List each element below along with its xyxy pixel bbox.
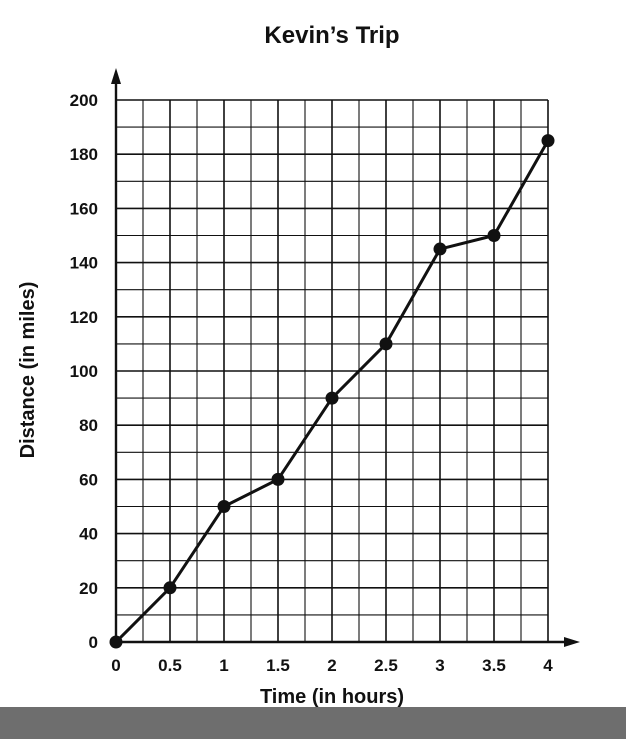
x-tick-label: 2.5 [374, 656, 398, 675]
y-tick-label: 0 [89, 633, 98, 652]
data-point [217, 500, 231, 513]
y-tick-label: 20 [79, 579, 98, 598]
y-axis-arrow [111, 68, 121, 84]
series [109, 134, 555, 649]
x-tick-label: 0 [111, 656, 120, 675]
y-tick-label: 80 [79, 416, 98, 435]
x-tick-label: 1.5 [266, 656, 290, 675]
y-tick-label: 200 [70, 91, 98, 110]
data-point [433, 242, 447, 256]
x-tick-labels: 0 0.5 1 1.5 2 2.5 3 3.5 4 [111, 656, 553, 675]
y-tick-label: 60 [79, 470, 98, 489]
y-tick-label: 120 [70, 308, 98, 327]
y-tick-label: 180 [70, 145, 98, 164]
bottom-bar [0, 707, 626, 739]
data-point [163, 581, 177, 595]
data-point [271, 472, 285, 486]
data-point [379, 337, 393, 351]
x-tick-label: 0.5 [158, 656, 182, 675]
x-tick-label: 2 [327, 656, 336, 675]
x-tick-label: 1 [219, 656, 228, 675]
y-tick-label: 40 [79, 525, 98, 544]
x-tick-label: 4 [543, 656, 553, 675]
data-point [109, 635, 123, 649]
chart-title: Kevin’s Trip [264, 22, 399, 49]
grid [116, 99, 549, 642]
y-tick-labels: 0 20 40 60 80 100 120 140 160 180 200 [70, 91, 98, 652]
y-tick-label: 140 [70, 254, 98, 273]
x-axis-label: Time (in hours) [260, 686, 404, 707]
y-tick-label: 100 [70, 362, 98, 381]
chart: Kevin’s Trip 0 0.5 1 1.5 2 2.5 3 3.5 4 0 20 40 60 80… [17, 22, 580, 707]
x-tick-label: 3 [435, 656, 444, 675]
data-point [541, 134, 555, 148]
y-tick-label: 160 [70, 199, 98, 218]
data-point [487, 229, 501, 242]
y-axis-label: Distance (in miles) [17, 282, 39, 459]
x-tick-label: 3.5 [482, 656, 506, 675]
axes [111, 68, 580, 647]
data-point [325, 391, 339, 405]
x-axis-arrow [564, 637, 580, 647]
